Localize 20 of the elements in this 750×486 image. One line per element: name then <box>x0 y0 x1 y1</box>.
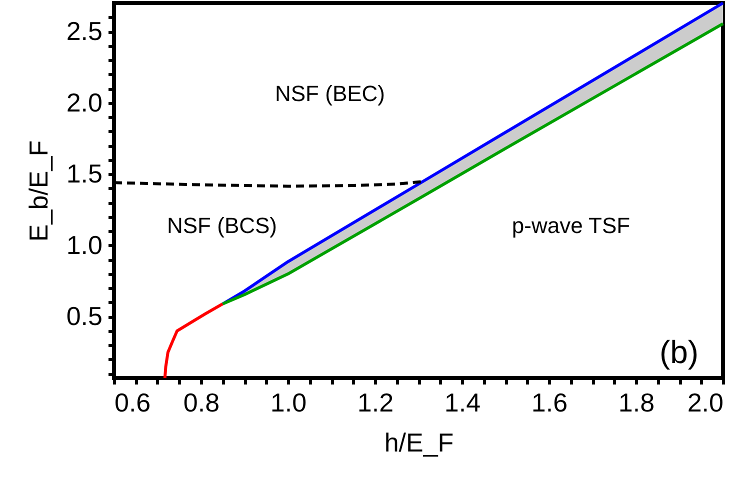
y-axis-title: E_b/E_F <box>23 140 54 242</box>
annotation: p-wave TSF <box>512 213 630 238</box>
y-tick-label: 2.5 <box>66 16 102 46</box>
x-tick-label: 1.6 <box>531 388 568 418</box>
x-tick-label: 0.6 <box>114 388 151 418</box>
annotation: NSF (BEC) <box>275 81 385 106</box>
annotation: NSF (BCS) <box>167 213 277 238</box>
y-tick-label: 1.0 <box>66 230 102 260</box>
line-series <box>163 302 224 380</box>
x-tick-label: 1.4 <box>444 388 481 418</box>
y-tick-label: 1.5 <box>66 158 102 189</box>
y-tick-label: 0.5 <box>66 301 102 332</box>
y-tick-label: 2.0 <box>66 87 102 118</box>
x-tick-label: 1.0 <box>270 388 307 418</box>
x-tick-label: 0.8 <box>183 388 220 418</box>
x-tick-label: 1.2 <box>357 388 394 418</box>
x-tick-label: 1.8 <box>618 388 655 418</box>
annotation: (b) <box>659 334 699 370</box>
x-axis-title: h/E_F <box>384 428 454 458</box>
x-tick-label: 2.0 <box>687 388 724 418</box>
